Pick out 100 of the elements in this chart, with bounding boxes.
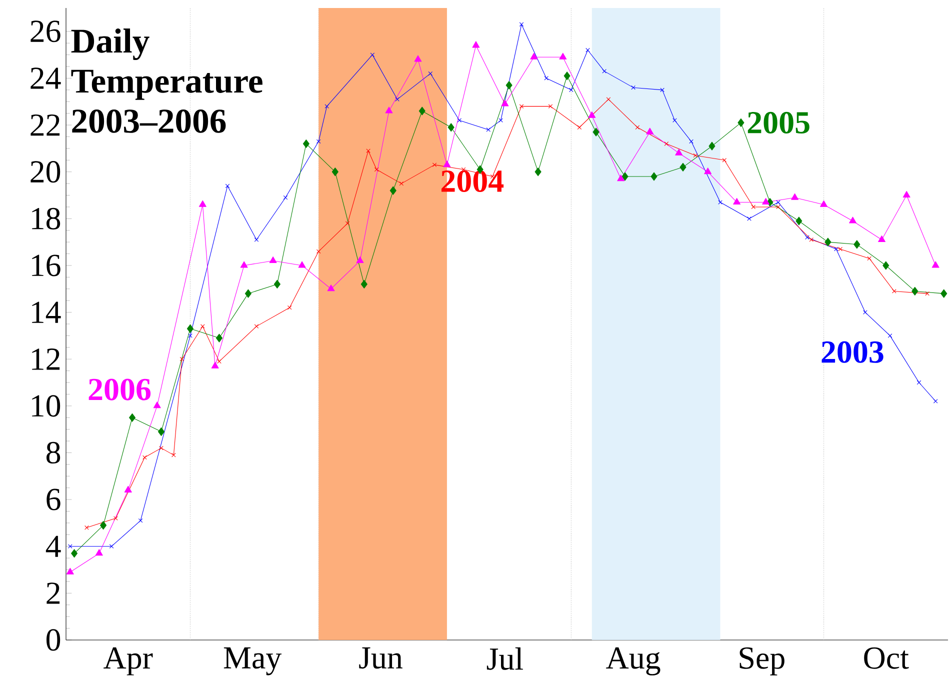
y-tick-label: 6	[46, 488, 60, 510]
point	[838, 246, 842, 252]
point	[747, 216, 752, 221]
y-tick-label: 2	[46, 582, 60, 604]
point	[506, 80, 512, 90]
point	[588, 111, 596, 118]
y-tick-label: 18	[32, 208, 60, 230]
point	[693, 153, 698, 158]
point	[114, 516, 118, 520]
point	[327, 284, 335, 292]
point	[142, 455, 147, 460]
point	[390, 186, 396, 195]
x-tick-label: Apr	[104, 647, 153, 676]
point	[933, 399, 938, 404]
point	[650, 172, 658, 181]
point	[606, 97, 611, 102]
point	[776, 200, 780, 204]
point	[68, 544, 72, 549]
point	[824, 238, 832, 246]
point	[776, 204, 780, 210]
point	[564, 72, 570, 80]
point	[660, 88, 664, 92]
point	[200, 324, 205, 328]
point	[186, 324, 194, 333]
point	[820, 200, 828, 207]
series-label: 2006	[88, 378, 151, 400]
point	[704, 168, 712, 174]
point	[849, 216, 856, 224]
x-tick-label: Oct	[864, 647, 909, 669]
point	[66, 568, 74, 574]
y-tick-label: 12	[32, 348, 60, 370]
point	[882, 261, 890, 270]
point	[100, 521, 107, 530]
point	[217, 359, 222, 364]
y-tick-label: 20	[30, 161, 60, 183]
y-tick-label: 22	[30, 114, 60, 136]
y-tick-label: 26	[30, 20, 60, 42]
point	[733, 198, 741, 205]
point	[198, 200, 206, 207]
point	[254, 324, 259, 328]
series-label: 2005	[748, 112, 810, 134]
point	[892, 289, 896, 294]
point	[718, 200, 722, 204]
point	[902, 190, 910, 198]
point	[689, 139, 694, 144]
point	[302, 139, 310, 148]
point	[878, 235, 886, 242]
point	[457, 118, 462, 123]
point	[932, 261, 940, 268]
y-tick-label: 24	[30, 68, 61, 89]
point	[180, 356, 184, 362]
point	[617, 174, 625, 182]
point	[940, 289, 948, 298]
x-tick-label: Aug	[606, 647, 660, 676]
point	[925, 291, 930, 296]
x-tick-label: Sep	[740, 647, 784, 676]
point	[216, 334, 222, 342]
point	[863, 310, 868, 314]
point	[762, 198, 770, 205]
point	[530, 52, 538, 60]
y-tick-label: 10	[32, 395, 60, 417]
point	[722, 158, 727, 162]
point	[680, 162, 686, 172]
point	[472, 41, 480, 48]
point	[95, 549, 103, 556]
point	[796, 216, 802, 226]
point	[672, 118, 677, 123]
point	[225, 184, 230, 188]
point	[501, 100, 509, 106]
point	[548, 104, 553, 108]
point	[577, 125, 582, 130]
point	[370, 52, 375, 57]
point	[153, 402, 161, 408]
point	[254, 238, 259, 242]
point	[791, 193, 799, 200]
point	[345, 221, 350, 226]
point	[385, 106, 393, 114]
point	[544, 76, 548, 80]
point	[708, 142, 716, 150]
point	[602, 69, 606, 74]
point	[298, 261, 306, 268]
point	[211, 362, 219, 368]
point	[635, 125, 640, 130]
point	[834, 246, 838, 252]
point	[569, 88, 574, 92]
point	[332, 168, 338, 176]
point	[159, 446, 164, 450]
y-tick-label: 8	[46, 442, 60, 464]
point	[888, 334, 892, 338]
point	[360, 280, 368, 288]
point	[395, 97, 400, 102]
text: 2003–2006	[72, 109, 226, 133]
point	[751, 204, 756, 210]
point	[324, 104, 330, 108]
point	[274, 280, 280, 288]
point	[559, 52, 567, 60]
point	[356, 256, 364, 264]
point	[240, 261, 248, 268]
point	[854, 240, 860, 249]
point	[592, 128, 600, 136]
